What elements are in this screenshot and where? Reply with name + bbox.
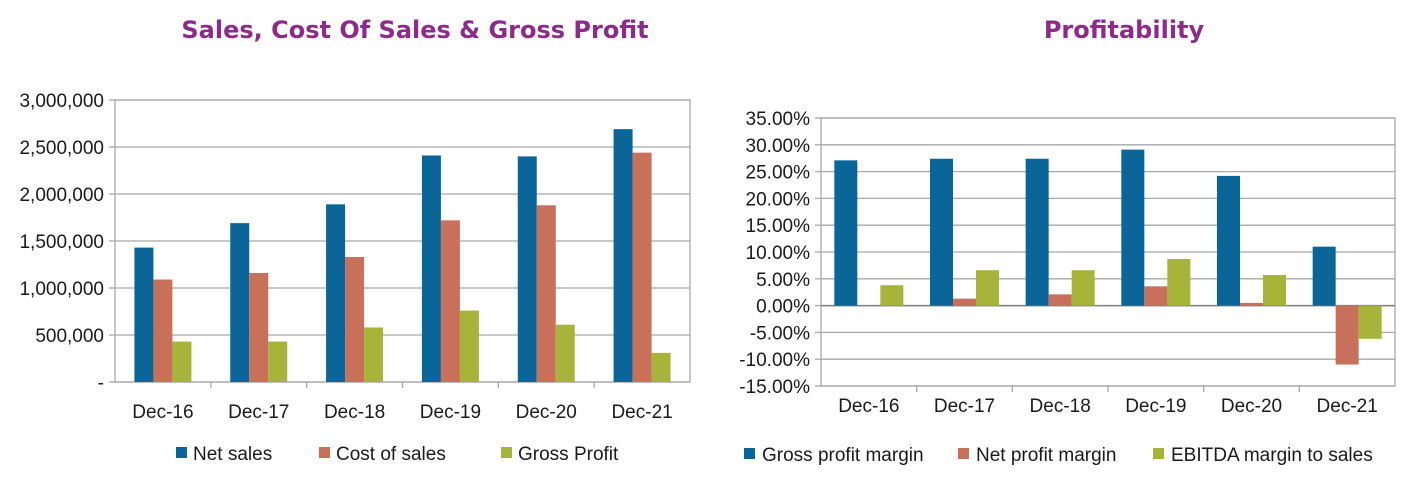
bar-gross-profit-margin-dec-19	[1121, 149, 1145, 306]
x-tick-label: Dec-18	[324, 402, 385, 423]
y-tick-label: 2,000,000	[19, 185, 104, 206]
bar-ebitda-margin-to-sales-dec-16	[880, 285, 904, 306]
x-tick-label: Dec-17	[228, 402, 289, 423]
bar-net-sales-dec-19	[421, 155, 441, 382]
legend-label: Cost of sales	[336, 444, 446, 465]
chart1-legend: Net sales Cost of sales Gross Profit	[176, 444, 619, 465]
y-tick-label: 35.00%	[746, 109, 811, 130]
chart2-gridlines	[815, 117, 1396, 392]
bar-gross-profit-margin-dec-20	[1217, 175, 1240, 306]
legend-label: EBITDA margin to sales	[1171, 445, 1373, 466]
x-tick-label: Dec-17	[934, 396, 995, 417]
y-tick-label: -15.00%	[739, 377, 810, 398]
y-tick-label: -10.00%	[739, 350, 810, 371]
bar-net-sales-dec-18	[326, 204, 346, 382]
chart2-y-ticks: -15.00% -10.00% -5.00% 0.00% 5.00% 10.00% 15.0…	[739, 109, 810, 398]
bar-net-sales-dec-16	[134, 247, 154, 382]
bar-cost-of-sales-dec-20	[536, 205, 556, 382]
x-tick-label: Dec-21	[1317, 396, 1378, 417]
legend-swatch	[744, 448, 755, 459]
bar-net-sales-dec-21	[613, 129, 633, 382]
bar-net-sales-dec-20	[517, 156, 537, 382]
x-tick-label: Dec-20	[516, 402, 577, 423]
y-tick-label: -5.00%	[750, 323, 810, 344]
y-tick-label: 1,000,000	[19, 279, 104, 300]
y-tick-label: 15.00%	[746, 216, 811, 237]
y-tick-label: 20.00%	[746, 189, 811, 210]
y-tick-label: 2,500,000	[19, 138, 104, 159]
bar-gross-profit-margin-dec-16	[834, 160, 858, 306]
chart1-gridlines	[109, 99, 691, 388]
y-tick-label: 500,000	[35, 326, 104, 347]
x-tick-label: Dec-16	[838, 396, 899, 417]
bar-gross-profit-dec-21	[651, 352, 671, 382]
bar-cost-of-sales-dec-16	[153, 279, 173, 382]
bar-cost-of-sales-dec-21	[632, 152, 652, 382]
legend-swatch	[958, 448, 969, 459]
legend-swatch	[501, 447, 512, 458]
legend-label: Gross Profit	[518, 444, 619, 465]
bar-ebitda-margin-to-sales-dec-17	[976, 270, 999, 306]
y-tick-label: -	[98, 373, 104, 394]
x-tick-label: Dec-18	[1030, 396, 1091, 417]
chart2-bars	[834, 149, 1382, 365]
bar-net-profit-margin-dec-21	[1335, 305, 1359, 365]
chart1-x-ticks: Dec-16 Dec-17 Dec-18 Dec-19 Dec-20 Dec-21	[132, 402, 672, 423]
y-tick-label: 1,500,000	[19, 232, 104, 253]
legend-swatch	[319, 447, 330, 458]
bar-cost-of-sales-dec-17	[249, 272, 269, 382]
bar-ebitda-margin-to-sales-dec-20	[1263, 275, 1286, 306]
legend-swatch	[176, 447, 187, 458]
bar-gross-profit-margin-dec-21	[1312, 246, 1336, 306]
y-tick-label: 5.00%	[756, 270, 810, 291]
bar-gross-profit-margin-dec-17	[930, 158, 953, 306]
legend-label: Net profit margin	[976, 445, 1116, 466]
bar-gross-profit-dec-17	[268, 341, 288, 382]
bar-net-profit-margin-dec-17	[953, 298, 976, 306]
x-tick-label: Dec-19	[1125, 396, 1186, 417]
chart1-title: Sales, Cost Of Sales & Gross Profit	[181, 16, 648, 44]
y-tick-label: 30.00%	[746, 136, 811, 157]
chart2-legend: Gross profit margin Net profit margin EBIT…	[744, 445, 1373, 466]
bar-net-profit-margin-dec-20	[1240, 302, 1263, 306]
chart2-x-ticks: Dec-16 Dec-17 Dec-18 Dec-19 Dec-20 Dec-21	[838, 396, 1378, 417]
chart1-bars	[134, 129, 671, 382]
bar-net-profit-margin-dec-18	[1048, 294, 1072, 306]
chart-profitability: Profitability -15.00% -10.00% -5.00% 0.00% 5…	[739, 16, 1396, 466]
bar-ebitda-margin-to-sales-dec-21	[1358, 305, 1382, 339]
bar-net-profit-margin-dec-19	[1144, 286, 1168, 306]
y-tick-label: 0.00%	[756, 297, 810, 318]
bar-net-sales-dec-17	[230, 223, 250, 382]
chart1-y-ticks: - 500,000 1,000,000 1,500,000 2,000,000 2,500…	[19, 91, 104, 394]
bar-ebitda-margin-to-sales-dec-18	[1071, 270, 1095, 306]
bar-gross-profit-dec-19	[459, 310, 479, 382]
y-tick-label: 3,000,000	[19, 91, 104, 112]
legend-label: Gross profit margin	[762, 445, 924, 466]
y-tick-label: 25.00%	[746, 163, 811, 184]
bar-ebitda-margin-to-sales-dec-19	[1167, 258, 1191, 306]
bar-gross-profit-dec-16	[172, 341, 192, 382]
x-tick-label: Dec-19	[420, 402, 481, 423]
x-tick-label: Dec-16	[132, 402, 193, 423]
x-tick-label: Dec-21	[611, 402, 672, 423]
y-tick-label: 10.00%	[746, 243, 811, 264]
bar-gross-profit-dec-20	[555, 324, 575, 382]
bar-cost-of-sales-dec-19	[440, 220, 460, 382]
legend-label: Net sales	[193, 444, 272, 465]
bar-gross-profit-dec-18	[364, 327, 384, 382]
bar-cost-of-sales-dec-18	[345, 256, 365, 382]
chart-sales: Sales, Cost Of Sales & Gross Profit - 500…	[19, 16, 691, 465]
x-tick-label: Dec-20	[1221, 396, 1282, 417]
legend-swatch	[1153, 448, 1164, 459]
chart2-title: Profitability	[1044, 16, 1205, 44]
bar-gross-profit-margin-dec-18	[1025, 158, 1049, 306]
